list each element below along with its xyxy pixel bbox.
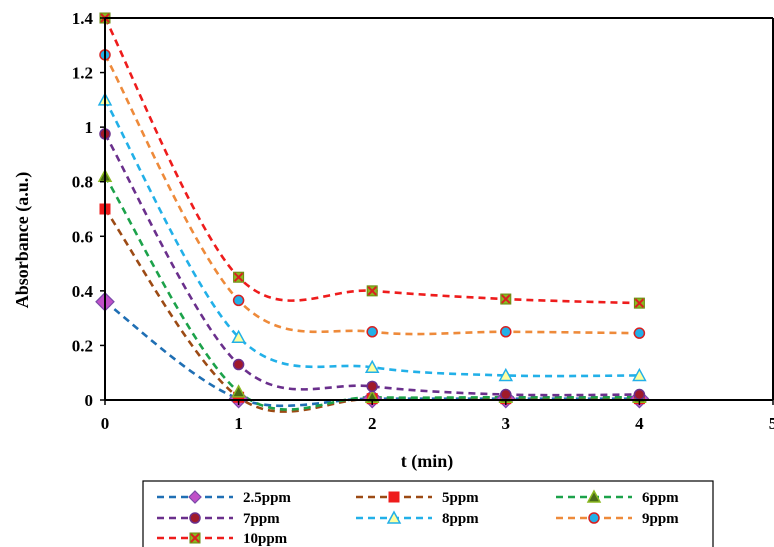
y-tick-label: 0.6 (72, 227, 93, 246)
series-line-6ppm (103, 175, 640, 411)
legend-box (142, 480, 714, 547)
data-point-7ppm (633, 388, 646, 401)
data-point-6ppm (231, 384, 246, 398)
legend-marker-8ppm (386, 510, 402, 524)
data-point-9ppm (232, 294, 245, 307)
x-tick-label: 3 (502, 414, 511, 433)
data-point-7ppm (232, 358, 245, 371)
legend-label: 7ppm (243, 511, 280, 527)
x-axis-title: t (min) (401, 451, 454, 472)
legend-entry-8ppm: 8ppm (356, 510, 479, 527)
y-tick-label: 1 (85, 118, 94, 137)
legend-entry-7ppm: 7ppm (157, 511, 280, 527)
data-point-9ppm (500, 326, 512, 338)
legend-label: 2.5ppm (243, 490, 291, 506)
series-line-7ppm (103, 133, 640, 397)
legend-marker-6ppm (586, 489, 602, 503)
data-point-7ppm (500, 388, 512, 401)
legend-label: 5ppm (442, 490, 479, 506)
series-line-9ppm (103, 54, 640, 336)
data-point-8ppm (632, 367, 647, 382)
data-point-9ppm (366, 326, 378, 338)
legend-label: 8ppm (442, 511, 479, 527)
data-point-10ppm (633, 297, 645, 309)
data-point-7ppm (366, 380, 378, 393)
legend-marker-2.5ppm (188, 490, 202, 504)
legend-entry-2.5ppm: 2.5ppm (157, 490, 291, 506)
legend-marker-7ppm (189, 512, 201, 524)
legend-entry-6ppm: 6ppm (556, 489, 679, 506)
x-tick-label: 2 (368, 414, 377, 433)
legend-entry-9ppm: 9ppm (556, 511, 679, 527)
data-point-8ppm (364, 359, 380, 374)
data-point-8ppm (498, 367, 514, 382)
data-point-9ppm (633, 327, 646, 339)
y-tick-label: 0.4 (72, 282, 94, 301)
y-tick-label: 1.4 (72, 9, 94, 28)
legend-marker-5ppm (388, 491, 400, 503)
data-point-10ppm (233, 271, 245, 283)
data-point-10ppm (500, 293, 512, 305)
legend: 2.5ppm 5ppm 6ppm 7ppm 8ppm 9ppm 10ppm (142, 480, 714, 547)
legend-entry-5ppm: 5ppm (356, 490, 479, 506)
legend-entry-10ppm: 10ppm (157, 531, 288, 547)
legend-label: 10ppm (243, 531, 288, 547)
y-tick-label: 0 (85, 391, 94, 410)
legend-label: 9ppm (642, 511, 679, 527)
series-line-8ppm (103, 99, 640, 378)
x-tick-label: 5 (769, 414, 774, 433)
axes-layer (100, 17, 774, 405)
legend-label: 6ppm (642, 490, 679, 506)
data-point-10ppm (366, 285, 378, 297)
data-point-8ppm (231, 329, 246, 343)
legend-marker-10ppm (189, 532, 201, 544)
y-tick-label: 1.2 (72, 64, 93, 83)
tick-label-layer: 0 0.2 0.4 0.6 0.8 1 1.2 1.4 0 1 2 3 4 5 (72, 9, 774, 433)
y-axis-title: Absorbance (a.u.) (12, 172, 33, 309)
y-tick-label: 0.8 (72, 173, 93, 192)
y-tick-label: 0.2 (72, 336, 93, 355)
x-tick-label: 1 (234, 414, 243, 433)
legend-marker-9ppm (588, 512, 600, 524)
x-tick-label: 0 (101, 414, 110, 433)
x-tick-label: 4 (635, 414, 644, 433)
